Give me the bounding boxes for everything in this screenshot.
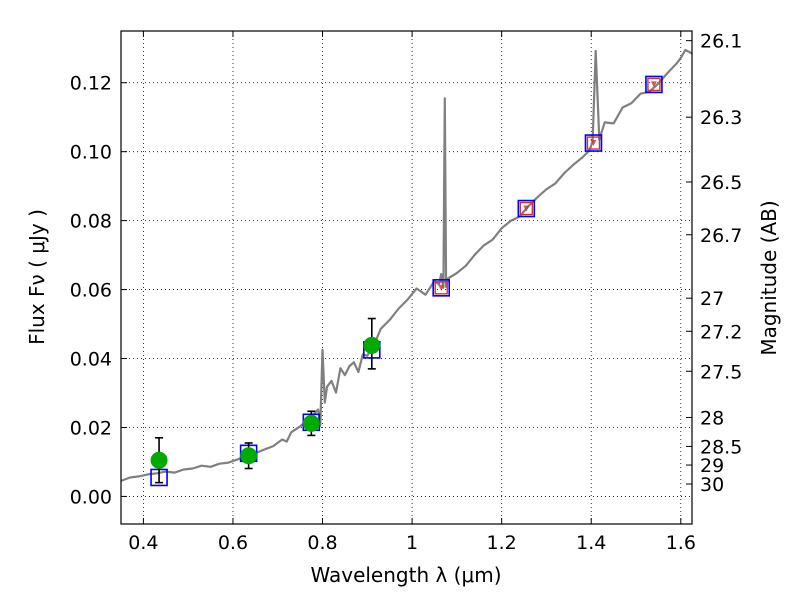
y-tick-label: 0.08 xyxy=(70,211,112,233)
upper-limit-arrow xyxy=(590,140,597,147)
upper-limit-box xyxy=(586,136,601,150)
y-axis-label: Flux Fν ( μJy ) xyxy=(25,209,49,345)
observed-point xyxy=(302,414,320,432)
observed-point xyxy=(363,336,381,354)
upper-limit-arrow xyxy=(523,205,530,212)
observed-point xyxy=(150,451,168,469)
model-point-square xyxy=(645,75,663,94)
right-tick-label: 28.5 xyxy=(700,436,742,458)
observed-point xyxy=(240,447,258,465)
model-point-square xyxy=(517,199,536,218)
right-tick-label: 26.3 xyxy=(700,107,742,129)
y-tick-label: 0.10 xyxy=(70,142,112,164)
y-tick-label: 0.06 xyxy=(70,280,112,302)
x-tick-label: 1.4 xyxy=(576,532,606,554)
right-tick-label: 29 xyxy=(700,455,724,477)
upper-limit-arrow xyxy=(650,81,657,88)
grid-lines xyxy=(121,31,692,524)
y-tick-label: 0.04 xyxy=(70,349,112,371)
x-tick-label: 1 xyxy=(406,532,418,554)
spectrum-line xyxy=(121,48,692,482)
right-axis-label: Magnitude (AB) xyxy=(757,200,781,355)
y-tick-label: 0.00 xyxy=(70,486,112,508)
right-tick-label: 28 xyxy=(700,407,724,429)
plot-frame xyxy=(120,30,693,525)
data-layer xyxy=(121,48,692,487)
right-tick-label: 30 xyxy=(700,474,724,496)
x-tick-label: 0.8 xyxy=(307,532,337,554)
upper-limit-box xyxy=(434,281,448,295)
axis-ticks: 0.4 0.6 0.8 1 1.2 1.4 1.6 0.00 0.02 0.04 0.06 0.08 0… xyxy=(70,31,743,554)
upper-limit-box xyxy=(519,201,533,216)
x-tick-label: 1.6 xyxy=(666,532,696,554)
right-tick-label: 27.5 xyxy=(700,361,742,383)
x-tick-label: 0.6 xyxy=(218,532,248,554)
x-tick-label: 0.4 xyxy=(128,532,158,554)
x-axis-label: Wavelength λ (μm) xyxy=(310,563,501,587)
right-tick-label: 27.2 xyxy=(700,321,742,343)
right-tick-label: 26.7 xyxy=(700,225,742,247)
x-tick-label: 1.2 xyxy=(487,532,517,554)
upper-limit-arrow xyxy=(438,284,445,291)
upper-limit-box xyxy=(647,77,661,92)
y-tick-label: 0.02 xyxy=(70,417,112,439)
right-tick-label: 27 xyxy=(700,288,724,310)
y-tick-label: 0.12 xyxy=(70,73,112,95)
model-point-square xyxy=(584,134,603,152)
right-tick-label: 26.1 xyxy=(700,31,742,53)
right-tick-label: 26.5 xyxy=(700,172,742,194)
model-point-square xyxy=(432,279,451,297)
plot-area xyxy=(121,48,692,487)
